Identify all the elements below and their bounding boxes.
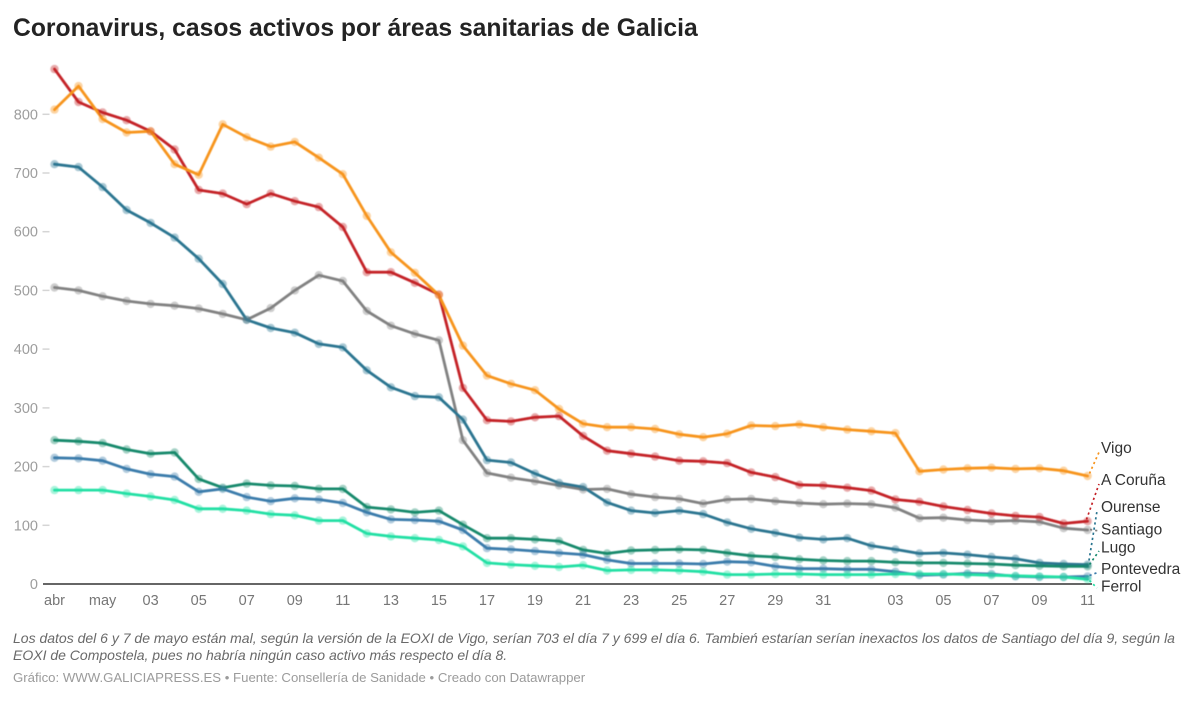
svg-text:200: 200 (14, 460, 38, 476)
svg-text:15: 15 (431, 593, 447, 609)
svg-text:Ferrol: Ferrol (1101, 579, 1141, 596)
svg-text:11: 11 (1080, 593, 1095, 609)
svg-text:Gráfico: WWW.GALICIAPRESS.ES •: Gráfico: WWW.GALICIAPRESS.ES • Fuente: C… (13, 670, 586, 685)
svg-text:27: 27 (719, 593, 735, 609)
svg-text:09: 09 (287, 593, 303, 609)
svg-text:abr: abr (44, 593, 65, 609)
svg-text:05: 05 (191, 593, 207, 609)
svg-text:29: 29 (767, 593, 783, 609)
svg-text:03: 03 (887, 593, 903, 609)
svg-text:13: 13 (383, 593, 399, 609)
svg-text:may: may (89, 593, 117, 609)
svg-text:23: 23 (623, 593, 639, 609)
svg-text:Pontevedra: Pontevedra (1101, 561, 1181, 578)
svg-text:03: 03 (143, 593, 159, 609)
svg-text:21: 21 (575, 593, 591, 609)
svg-text:Santiago: Santiago (1101, 522, 1162, 539)
svg-text:Lugo: Lugo (1101, 540, 1135, 557)
svg-text:0: 0 (30, 577, 38, 593)
svg-text:100: 100 (14, 518, 38, 534)
svg-text:07: 07 (239, 593, 255, 609)
svg-text:07: 07 (983, 593, 999, 609)
svg-text:A Coruña: A Coruña (1101, 472, 1166, 489)
svg-text:05: 05 (935, 593, 951, 609)
svg-text:300: 300 (14, 401, 38, 417)
svg-text:400: 400 (14, 342, 38, 358)
svg-text:EOXI de Compostela, pues no ha: EOXI de Compostela, pues no habría ningú… (13, 647, 507, 663)
svg-text:800: 800 (14, 107, 38, 123)
svg-text:19: 19 (527, 593, 543, 609)
svg-text:Vigo: Vigo (1101, 440, 1132, 457)
svg-text:700: 700 (14, 166, 38, 182)
svg-text:09: 09 (1031, 593, 1047, 609)
svg-text:500: 500 (14, 283, 38, 299)
svg-text:Coronavirus, casos activos por: Coronavirus, casos activos por áreas san… (13, 15, 698, 42)
svg-text:25: 25 (671, 593, 687, 609)
svg-text:Los datos del 6 y 7 de mayo es: Los datos del 6 y 7 de mayo están mal, s… (13, 630, 1175, 646)
svg-text:31: 31 (815, 593, 831, 609)
svg-text:11: 11 (335, 593, 350, 609)
svg-text:600: 600 (14, 225, 38, 241)
svg-text:17: 17 (479, 593, 495, 609)
svg-text:Ourense: Ourense (1101, 499, 1160, 516)
